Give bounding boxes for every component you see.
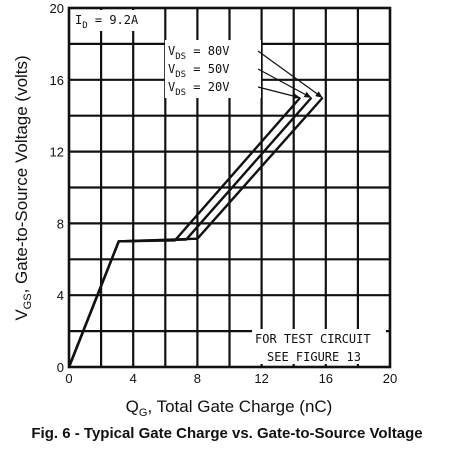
y-axis-label-sub: GS	[22, 293, 34, 309]
x-tick-label: 12	[254, 371, 268, 386]
leader-line-20v	[257, 86, 301, 99]
leader-line-80v	[257, 50, 323, 99]
figure-caption: Fig. 6 - Typical Gate Charge vs. Gate-to…	[31, 425, 423, 442]
test-note-line-1: FOR TEST CIRCUIT	[255, 332, 371, 346]
x-tick-label: 0	[65, 371, 72, 386]
id-annotation-sub: D	[82, 21, 87, 31]
leader-line-50v	[257, 68, 312, 99]
legend-leader-lines	[257, 50, 323, 99]
y-axis-label-rest: , Gate-to-Source Voltage (volts)	[12, 55, 31, 293]
series-lines	[67, 96, 324, 368]
x-axis-label: QG, Total Gate Charge (nC)	[126, 397, 333, 419]
legend-50v-rest: = 50V	[186, 62, 229, 76]
legend-20v-prefix: V	[168, 80, 175, 94]
y-tick-label: 16	[50, 73, 64, 88]
x-tick-label: 4	[130, 371, 137, 386]
plot-frame	[67, 6, 392, 369]
x-axis-label-rest: , Total Gate Charge (nC)	[147, 397, 332, 416]
y-tick-label: 4	[57, 288, 64, 303]
series-line-50v	[67, 96, 313, 368]
plot-border	[67, 6, 392, 369]
series-line-80v	[67, 96, 324, 368]
test-note-background	[252, 329, 386, 364]
x-tick-label: 8	[194, 371, 201, 386]
id-annotation-prefix: I	[75, 13, 82, 27]
y-tick-label: 8	[57, 216, 64, 231]
legend-80v-prefix: V	[168, 44, 175, 58]
vds-legend: VDS = 80V VDS = 50V VDS = 20V	[165, 40, 261, 98]
legend-20v-rest: = 20V	[186, 80, 229, 94]
y-tick-labels: 0 4 8 12 16 20	[50, 1, 64, 375]
y-tick-label: 20	[50, 1, 64, 16]
id-annotation-box	[71, 10, 157, 31]
legend-20v-sub: DS	[175, 88, 186, 98]
legend-80v-sub: DS	[175, 52, 186, 62]
test-note-line-2: SEE FIGURE 13	[267, 350, 361, 364]
x-tick-label: 20	[383, 371, 397, 386]
legend-label-20v: VDS = 20V	[168, 80, 229, 98]
legend-50v-sub: DS	[175, 70, 186, 80]
leader-arrowhead-50v	[303, 91, 312, 98]
series-line-20v	[67, 96, 302, 368]
y-axis-label-prefix: V	[12, 309, 31, 321]
legend-background	[165, 40, 261, 98]
id-annotation: ID = 9.2A	[71, 10, 157, 31]
id-annotation-rest: = 9.2A	[88, 13, 139, 27]
test-circuit-note: FOR TEST CIRCUIT SEE FIGURE 13	[252, 329, 386, 364]
legend-label-80v: VDS = 80V	[168, 44, 229, 62]
legend-80v-rest: = 80V	[186, 44, 229, 58]
x-axis-label-sub: G	[139, 407, 148, 419]
legend-50v-prefix: V	[168, 62, 175, 76]
x-tick-labels: 0 4 8 12 16 20	[65, 371, 397, 386]
leader-arrowhead-20v	[292, 93, 301, 99]
leader-arrowhead-80v	[315, 91, 323, 98]
y-tick-label: 12	[50, 145, 64, 160]
id-annotation-text: ID = 9.2A	[75, 13, 139, 31]
x-tick-label: 16	[319, 371, 333, 386]
y-axis-label: VGS, Gate-to-Source Voltage (volts)	[12, 55, 34, 320]
legend-label-50v: VDS = 50V	[168, 62, 229, 80]
y-tick-label: 0	[57, 360, 64, 375]
x-axis-label-prefix: Q	[126, 397, 139, 416]
gate-charge-chart: 0 4 8 12 16 20 0 4 8 12 16 20 ID = 9.2A VDS = 80V …	[12, 1, 397, 419]
